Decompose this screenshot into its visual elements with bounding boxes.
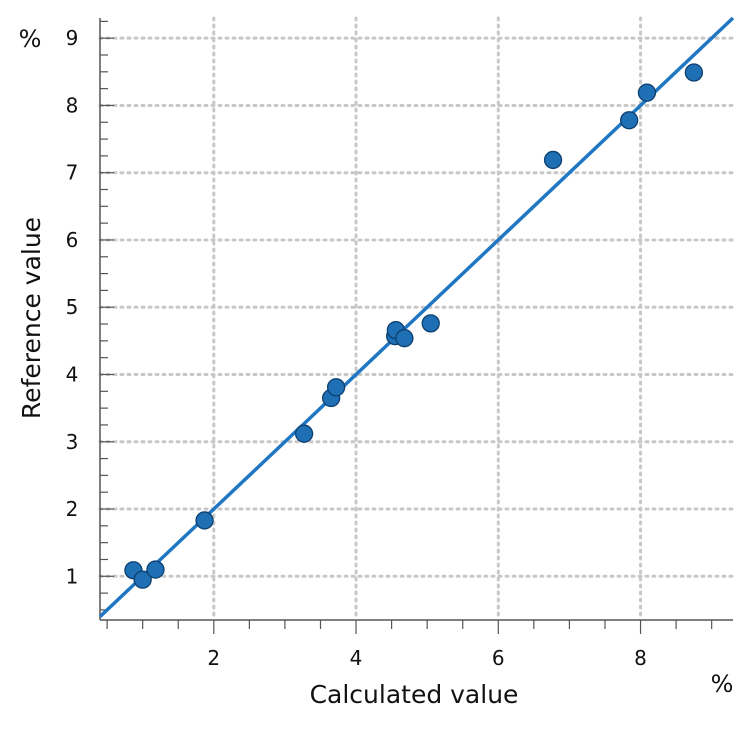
- y-tick-label: 2: [66, 497, 79, 521]
- x-tick-label: 8: [634, 646, 647, 670]
- y-tick-label: 8: [66, 93, 79, 117]
- regression-line-group: [98, 16, 735, 618]
- data-point: [395, 329, 414, 348]
- data-point: [684, 63, 704, 82]
- axes: 1 2 3 4 5 6 7 8 9 2 4 6 8: [66, 18, 733, 670]
- data-points: [124, 63, 704, 589]
- data-point: [637, 83, 657, 102]
- x-tick-label: 6: [492, 646, 505, 670]
- y-tick-label: 1: [66, 564, 79, 588]
- y-axis-title: Reference value: [17, 217, 46, 419]
- x-tick-label: 2: [207, 646, 220, 670]
- y-tick-label: 9: [66, 26, 79, 50]
- y-tick-label: 6: [66, 228, 79, 252]
- x-unit-label: %: [711, 670, 734, 698]
- data-point: [543, 150, 563, 170]
- y-tick-label: 7: [66, 161, 79, 185]
- data-point: [294, 424, 314, 443]
- y-unit-label: %: [19, 25, 42, 53]
- data-point: [326, 378, 346, 397]
- y-tick-label: 3: [66, 430, 79, 454]
- data-point: [195, 511, 214, 530]
- data-point: [421, 314, 440, 333]
- grid-lines: [98, 16, 735, 622]
- regression-line: [98, 16, 735, 618]
- x-tick-label: 4: [350, 646, 363, 670]
- data-point: [620, 111, 639, 130]
- y-tick-label: 5: [66, 295, 79, 319]
- x-axis-title: Calculated value: [310, 680, 519, 709]
- y-tick-label: 4: [66, 362, 79, 386]
- data-point: [146, 560, 165, 579]
- data-point: [133, 570, 152, 589]
- axis-labels: Calculated value Reference value % %: [17, 25, 733, 709]
